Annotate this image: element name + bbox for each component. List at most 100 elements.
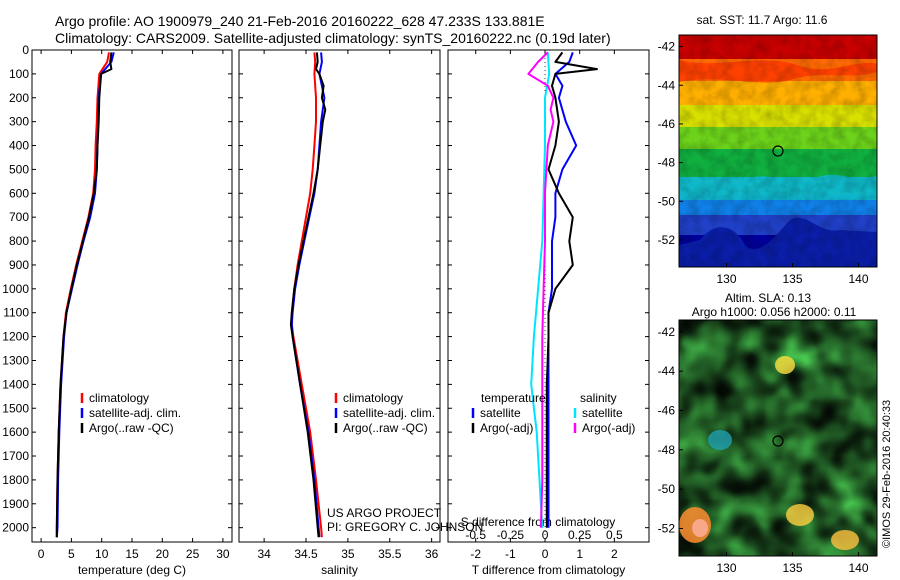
sst-map-frame: [678, 34, 878, 268]
project-credit: US ARGO PROJECT: [327, 506, 442, 520]
y-tick-label: 1300: [2, 353, 29, 367]
map-x-tick-label: 140: [849, 561, 869, 575]
y-tick-label: 200: [9, 91, 29, 105]
series-line-temperature-satellite: [547, 52, 578, 528]
pi-credit: PI: GREGORY C. JOHNSON: [327, 520, 483, 534]
legend-label: Argo(..raw -QC): [343, 421, 428, 435]
x-tick-label: 35.5: [378, 547, 402, 561]
map-y-tick-label: -44: [658, 78, 676, 92]
y-tick-label: 1900: [2, 497, 29, 511]
legend-label: satellite: [582, 406, 623, 420]
y-tick-label: 800: [9, 234, 29, 248]
x-tick-label: 5: [68, 547, 75, 561]
figure-title-line1: Argo profile: AO 1900979_240 21-Feb-2016…: [55, 13, 545, 29]
sla-map-title-1: Altim. SLA: 0.13: [725, 291, 811, 305]
map-x-tick-label: 130: [717, 272, 737, 286]
figure-title-line2: Climatology: CARS2009. Satellite-adjuste…: [55, 30, 611, 46]
sst-profile-marker: [772, 145, 784, 157]
x-tick-label: 20: [156, 547, 170, 561]
y-tick-label: 2000: [2, 521, 29, 535]
y-tick-label: 300: [9, 115, 29, 129]
x-top-tick-label: 0.5: [606, 528, 623, 542]
y-tick-label: 1000: [2, 282, 29, 296]
temperature-profile-panel: 0100200300400500600700800900100011001200…: [2, 43, 233, 577]
y-tick-label: 1200: [2, 330, 29, 344]
map-x-tick-label: 140: [849, 272, 869, 286]
x-tick-label: 0: [542, 547, 549, 561]
map-x-tick-label: 135: [783, 272, 803, 286]
y-tick-label: 1800: [2, 473, 29, 487]
sla-map-title-2: Argo h1000: 0.056 h2000: 0.11: [692, 305, 857, 319]
x-tick-label: 34.5: [294, 547, 318, 561]
x-tick-label: 35: [341, 547, 355, 561]
y-tick-label: 900: [9, 258, 29, 272]
series-line-argo-raw-qc-: [289, 52, 327, 538]
x-top-tick-label: -0.25: [497, 528, 525, 542]
legend-label: Argo(..raw -QC): [89, 421, 174, 435]
y-tick-label: 500: [9, 162, 29, 176]
map-y-tick-label: -46: [658, 117, 676, 131]
legend-title-salinity: salinity: [580, 391, 617, 405]
x-tick-label: 25: [186, 547, 200, 561]
x-tick-label: 30: [216, 547, 230, 561]
legend-label: satellite-adj. clim.: [89, 406, 181, 420]
map-y-tick-label: -52: [658, 521, 676, 535]
x-axis-label: temperature (deg C): [78, 563, 186, 577]
sla-map-frame: [678, 319, 878, 557]
map-y-tick-label: -48: [658, 443, 676, 457]
x-tick-label: 10: [95, 547, 109, 561]
sst-map-axes: 130 135 140 -42 -44 -46 -48 -50 -52: [658, 40, 869, 286]
x-top-tick-label: -0.5: [465, 528, 486, 542]
x-tick-label: 1: [576, 547, 583, 561]
y-tick-label: 1600: [2, 425, 29, 439]
temperature-profile-frame: [31, 49, 233, 543]
map-y-tick-label: -50: [658, 194, 676, 208]
x-tick-label: 0: [38, 547, 45, 561]
series-line-satellite-adj-clim-: [290, 52, 326, 538]
x-tick-label: 15: [125, 547, 139, 561]
sla-map-axes: 130 135 140 -42 -44 -46 -48 -50 -52: [658, 325, 869, 575]
legend-label: satellite: [480, 406, 521, 420]
series-line-climatology: [55, 52, 110, 538]
y-tick-label: 700: [9, 210, 29, 224]
sst-map-panel: [678, 34, 878, 268]
y-tick-label: 1400: [2, 377, 29, 391]
y-tick-label: 600: [9, 186, 29, 200]
y-tick-label: 1100: [3, 306, 29, 320]
x-tick-label: 36: [425, 547, 439, 561]
x-tick-label: 34: [257, 547, 271, 561]
x-axis-label: salinity: [321, 563, 358, 577]
y-tick-label: 100: [9, 67, 29, 81]
map-y-tick-label: -42: [658, 40, 676, 54]
map-y-tick-label: -46: [658, 403, 676, 417]
sst-map-title: sat. SST: 11.7 Argo: 11.6: [697, 13, 828, 27]
x-top-axis-label: S difference from climatology: [461, 515, 616, 529]
sla-profile-marker: [772, 435, 784, 447]
series-line-argo-raw-qc-: [55, 52, 113, 538]
x-tick-label: -2: [470, 547, 481, 561]
x-tick-label: -1: [505, 547, 516, 561]
map-y-tick-label: -44: [658, 364, 676, 378]
series-line-climatology: [290, 52, 323, 538]
x-axis-label: T difference from climatology: [472, 563, 626, 577]
y-tick-label: 1500: [2, 401, 29, 415]
map-y-tick-label: -48: [658, 156, 676, 170]
legend-label: Argo(-adj): [480, 421, 533, 435]
series-line-satellite-adj-clim-: [55, 52, 115, 538]
x-top-tick-label: 0.25: [568, 528, 592, 542]
imos-stamp: ©IMOS 29-Feb-2016 20:40:33: [881, 400, 893, 548]
sla-map-image: [679, 320, 877, 556]
map-y-tick-label: -52: [658, 233, 676, 247]
salinity-profile-panel: 34 34.5 35 35.5 36 salinity climatologysatelli…: [238, 49, 441, 577]
legend-label: climatology: [343, 391, 403, 405]
map-x-tick-label: 135: [783, 561, 803, 575]
y-tick-label: 0: [22, 43, 29, 57]
series-line-salinity-satellite: [530, 52, 551, 528]
x-tick-label: 2: [611, 547, 618, 561]
legend-label: Argo(-adj): [582, 421, 635, 435]
salinity-profile-frame: [238, 49, 441, 543]
series-line-temperature-argo-adj-: [545, 51, 598, 528]
legend-label: satellite-adj. clim.: [343, 406, 435, 420]
sst-map-image: [679, 35, 877, 267]
